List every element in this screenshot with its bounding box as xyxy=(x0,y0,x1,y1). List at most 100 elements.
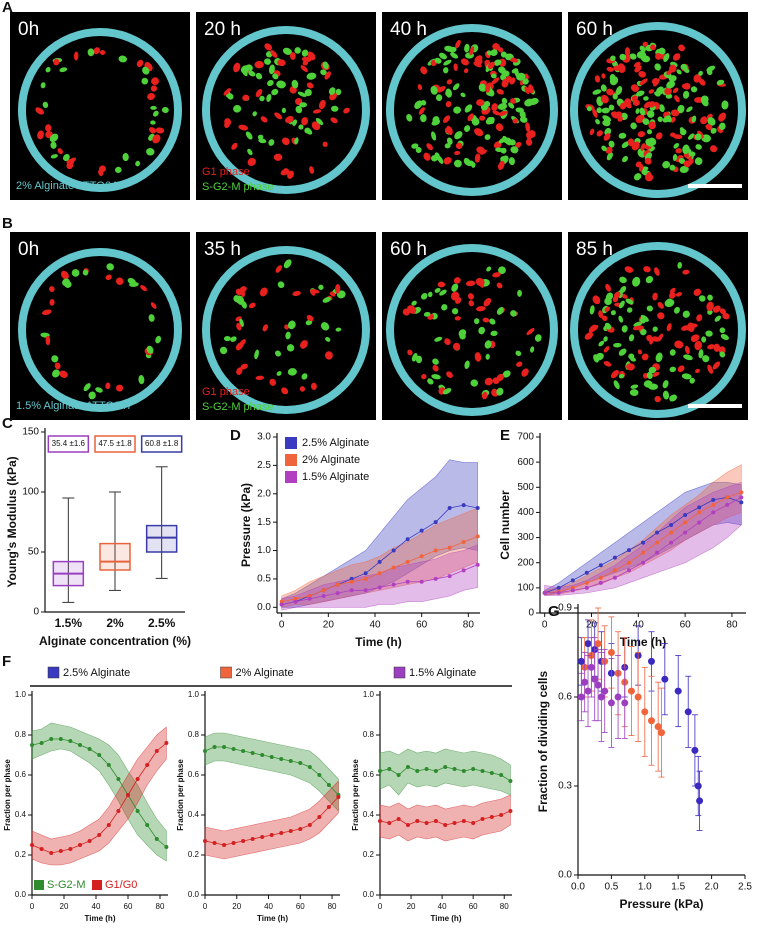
y-tick-label: 1.0 xyxy=(188,690,200,699)
mean-point xyxy=(405,579,410,584)
cell xyxy=(675,148,682,154)
cell xyxy=(444,45,454,52)
cell xyxy=(517,289,522,297)
cell xyxy=(300,340,308,349)
cell xyxy=(453,106,462,114)
cell xyxy=(629,53,637,60)
cell xyxy=(603,346,610,353)
mean-point xyxy=(30,743,34,747)
x-axis-label: Time (h) xyxy=(620,635,666,649)
mean-point xyxy=(641,560,645,565)
cell xyxy=(698,70,703,76)
x-tick-label: 20 xyxy=(323,620,335,631)
cell xyxy=(654,63,661,71)
cell xyxy=(441,304,448,311)
y-tick-label: 0 xyxy=(528,608,534,619)
band xyxy=(204,780,339,860)
cell xyxy=(526,328,535,336)
cell xyxy=(636,90,645,97)
x-tick-label: 20 xyxy=(60,902,69,911)
chart-title: 2.5% Alginate xyxy=(63,667,130,679)
point xyxy=(674,687,682,695)
y-tick-label: 0.9 xyxy=(558,603,572,614)
cell xyxy=(688,151,696,157)
cell xyxy=(484,377,493,386)
cell xyxy=(663,53,670,62)
mean-point xyxy=(711,502,716,507)
band xyxy=(544,481,742,596)
cell xyxy=(632,325,641,331)
cell xyxy=(241,67,248,77)
mean-point xyxy=(335,582,340,587)
cell xyxy=(508,102,515,109)
mean-point xyxy=(669,540,674,545)
cell xyxy=(662,390,670,400)
cell xyxy=(455,39,461,49)
mean-point xyxy=(415,819,420,823)
mean-point xyxy=(363,571,368,576)
cell xyxy=(142,66,150,75)
cell xyxy=(700,116,708,125)
mean-point xyxy=(626,548,631,553)
cell xyxy=(502,135,509,144)
cell xyxy=(719,351,726,358)
capsule-ring xyxy=(18,28,182,192)
cell xyxy=(434,288,441,293)
mean-point xyxy=(391,582,396,587)
y-tick-label: 150 xyxy=(22,427,39,438)
y-tick-label: 100 xyxy=(22,487,39,498)
cell xyxy=(603,133,611,141)
cell xyxy=(635,108,640,114)
cell xyxy=(82,269,89,276)
point xyxy=(621,699,629,707)
cell xyxy=(619,53,627,61)
cell xyxy=(493,59,502,66)
mean-point xyxy=(626,560,631,565)
cell xyxy=(498,110,508,117)
cell xyxy=(482,317,490,323)
x-tick-label: 80 xyxy=(463,620,475,631)
cell xyxy=(694,340,703,351)
cell xyxy=(310,382,317,390)
mean-point xyxy=(30,843,34,847)
point xyxy=(694,782,702,790)
cell xyxy=(299,386,306,392)
cell xyxy=(490,73,497,79)
legend-swatch xyxy=(285,471,297,483)
mean-point xyxy=(391,565,396,570)
mean-point xyxy=(584,585,589,590)
cell xyxy=(648,121,656,130)
mean-point xyxy=(78,743,82,747)
cell xyxy=(683,160,691,168)
cell xyxy=(284,324,289,330)
cell xyxy=(681,325,690,331)
mean-point xyxy=(725,495,730,500)
legend-label: G1/G0 xyxy=(105,879,137,891)
y-tick-label: 200 xyxy=(517,557,534,568)
cell xyxy=(479,115,486,121)
cell xyxy=(138,374,145,385)
capsule-ring xyxy=(18,248,182,412)
cell xyxy=(219,346,228,355)
cell xyxy=(596,107,602,114)
cell xyxy=(463,157,471,166)
x-tick-label: 20 xyxy=(232,902,241,911)
cell xyxy=(666,323,672,332)
point xyxy=(684,708,692,716)
cell xyxy=(509,139,516,146)
mean-point xyxy=(231,841,236,845)
mean-point xyxy=(584,580,589,585)
cell xyxy=(455,142,463,150)
cell xyxy=(601,73,606,79)
mean-point xyxy=(269,755,274,759)
cell xyxy=(454,131,463,140)
cell xyxy=(460,58,469,66)
cell xyxy=(648,366,657,374)
cell xyxy=(155,127,165,134)
cell xyxy=(263,58,272,65)
cell xyxy=(88,391,96,400)
y-tick-label: 1.5 xyxy=(257,517,271,528)
cell xyxy=(320,322,330,331)
cell xyxy=(62,154,70,162)
mean-point xyxy=(542,590,547,595)
